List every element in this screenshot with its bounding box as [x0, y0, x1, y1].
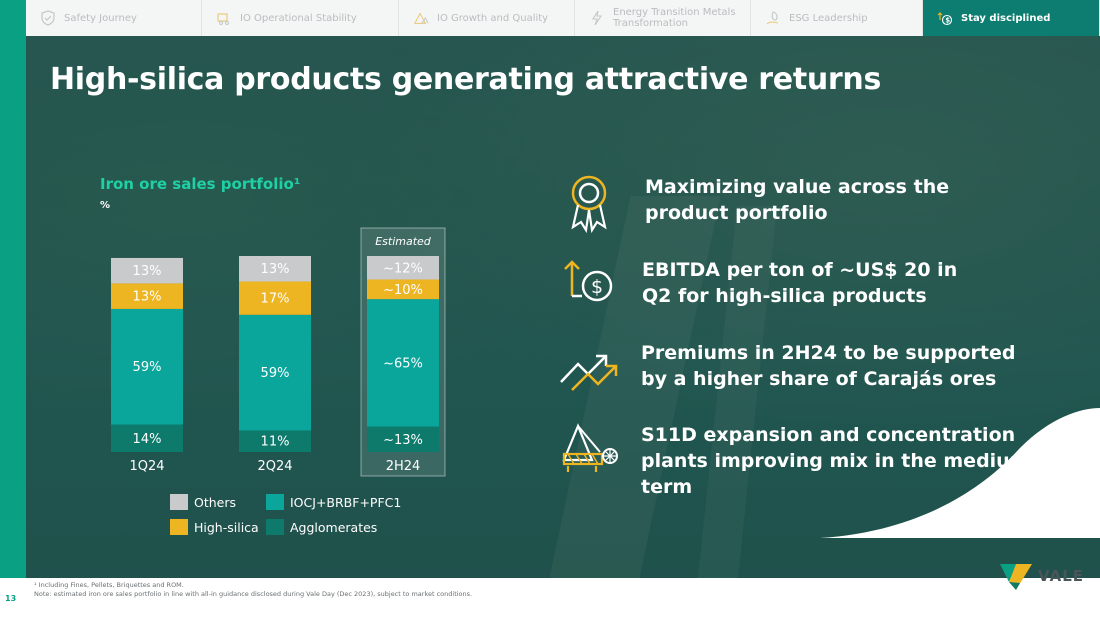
category-label: 2Q24: [257, 459, 292, 474]
bullet-s11d-expansion: S11D expansion and concentration plants …: [641, 422, 1081, 500]
bar-segment-iocj-brbf-pfc1: [239, 314, 311, 431]
tab-label: Stay disciplined: [961, 12, 1051, 24]
legend-swatch: [170, 519, 188, 535]
bullet-ebitda: EBITDA per ton of ~US$ 20 in Q2 for high…: [642, 257, 992, 309]
bar-segment-high-silica: [367, 279, 439, 300]
award-ribbon-icon: [566, 174, 612, 238]
leaf-hand-icon: [765, 10, 781, 26]
chart-legend: Others IOCJ+BRBF+PFC1 High-silica Agglom…: [170, 494, 416, 535]
tab-label: Energy Transition Metals Transformation: [613, 7, 736, 29]
tab-label: ESG Leadership: [789, 12, 868, 24]
tab-stay-disciplined[interactable]: $ Stay disciplined: [923, 0, 1100, 36]
legend-label: IOCJ+BRBF+PFC1: [290, 494, 402, 510]
photo-tint-overlay: [26, 36, 1100, 578]
tab-io-operational-stability[interactable]: IO Operational Stability: [202, 0, 399, 36]
logo-wordmark: VALE: [1038, 567, 1085, 585]
estimated-label: Estimated: [375, 235, 432, 248]
trend-up-icon: [558, 350, 620, 396]
data-label: ~12%: [383, 261, 423, 276]
data-label: 11%: [261, 435, 290, 450]
bullet-premiums: Premiums in 2H24 to be supported by a hi…: [641, 340, 1021, 392]
footnote-1: ¹ Including Fines, Pellets, Briquettes a…: [34, 581, 184, 589]
data-label: 59%: [261, 366, 290, 381]
data-label: 13%: [133, 264, 162, 279]
bar-segment-agglomerates: [239, 430, 311, 452]
page-number: 13: [5, 594, 17, 603]
shield-check-icon: [40, 10, 56, 26]
bar-segment-others: [367, 256, 439, 280]
legend-label: Agglomerates: [290, 519, 378, 535]
page-title: High-silica products generating attracti…: [50, 62, 882, 97]
vale-logo: VALE: [998, 560, 1084, 592]
portfolio-stacked-bar-chart: 14% 59% 13% 13% 1Q24 11% 59% 17% 13% 2Q24 Estimate…: [111, 227, 446, 477]
bar-segment-others: [111, 257, 183, 284]
category-label: 1Q24: [129, 459, 164, 474]
legend-swatch: [266, 494, 284, 510]
bar-segment-agglomerates: [111, 424, 183, 452]
data-label: ~13%: [383, 433, 423, 448]
vale-logo-mark-icon: [1000, 564, 1032, 590]
legend-item-high-silica: High-silica: [170, 519, 266, 535]
bar-segment-high-silica: [239, 281, 311, 315]
bar-segment-high-silica: [111, 283, 183, 309]
bar-segment-others: [239, 256, 311, 282]
dollar-arrow-up-icon: $: [562, 256, 620, 308]
data-label: ~65%: [383, 356, 423, 371]
data-label: 13%: [133, 290, 162, 305]
tab-safety-journey[interactable]: Safety Journey: [26, 0, 202, 36]
data-label: 13%: [261, 262, 290, 277]
legend-item-iocj: IOCJ+BRBF+PFC1: [266, 494, 416, 510]
legend-label: High-silica: [194, 519, 259, 535]
legend-item-others: Others: [170, 494, 266, 510]
background-photo: [26, 36, 1100, 578]
bullet-text: S11D expansion and concentration plants …: [641, 424, 1038, 498]
growth-triangle-icon: [413, 10, 429, 26]
data-label: 14%: [133, 432, 162, 447]
reclaimer-icon: [560, 422, 622, 478]
legend-swatch: [266, 519, 284, 535]
tab-label: IO Growth and Quality: [437, 12, 549, 24]
legend-swatch: [170, 494, 188, 510]
corner-wave-shape: [820, 408, 1100, 538]
footnote-2: Note: estimated iron ore sales portfolio…: [34, 590, 473, 598]
svg-text:$: $: [591, 276, 603, 298]
tab-label: Safety Journey: [64, 12, 137, 24]
data-label: 17%: [261, 292, 290, 307]
bar-segment-iocj-brbf-pfc1: [111, 308, 183, 425]
bullet-text: Premiums in 2H24 to be supported by a hi…: [641, 342, 1016, 390]
bullet-portfolio-value: Maximizing value across the product port…: [645, 174, 985, 226]
section-nav: Safety Journey IO Operational Stability …: [26, 0, 1100, 36]
bullet-text: Maximizing value across the product port…: [645, 176, 950, 224]
left-accent-bar: 13: [0, 0, 26, 619]
legend-label: Others: [194, 494, 237, 510]
bullet-text: EBITDA per ton of ~US$ 20 in Q2 for high…: [642, 259, 958, 307]
chart-unit: %: [100, 200, 111, 211]
footnotes: ¹ Including Fines, Pellets, Briquettes a…: [34, 581, 472, 599]
tab-esg-leadership[interactable]: ESG Leadership: [751, 0, 923, 36]
tab-io-growth-and-quality[interactable]: IO Growth and Quality: [399, 0, 575, 36]
dollar-arrow-icon: $: [937, 10, 953, 26]
tab-energy-transition-metals[interactable]: Energy Transition Metals Transformation: [575, 0, 751, 36]
legend-item-agglomerates: Agglomerates: [266, 519, 416, 535]
bar-segment-iocj-brbf-pfc1: [367, 299, 439, 427]
lightning-icon: [589, 10, 605, 26]
category-label: 2H24: [386, 459, 421, 474]
svg-text:$: $: [945, 17, 950, 25]
data-label: 59%: [133, 360, 162, 375]
left-accent-strip: [0, 0, 26, 578]
chart-title: Iron ore sales portfolio¹: [100, 175, 301, 193]
data-label: ~10%: [383, 283, 423, 298]
tab-label: IO Operational Stability: [240, 12, 357, 24]
bar-segment-agglomerates: [367, 426, 439, 452]
conveyor-icon: [216, 10, 232, 26]
